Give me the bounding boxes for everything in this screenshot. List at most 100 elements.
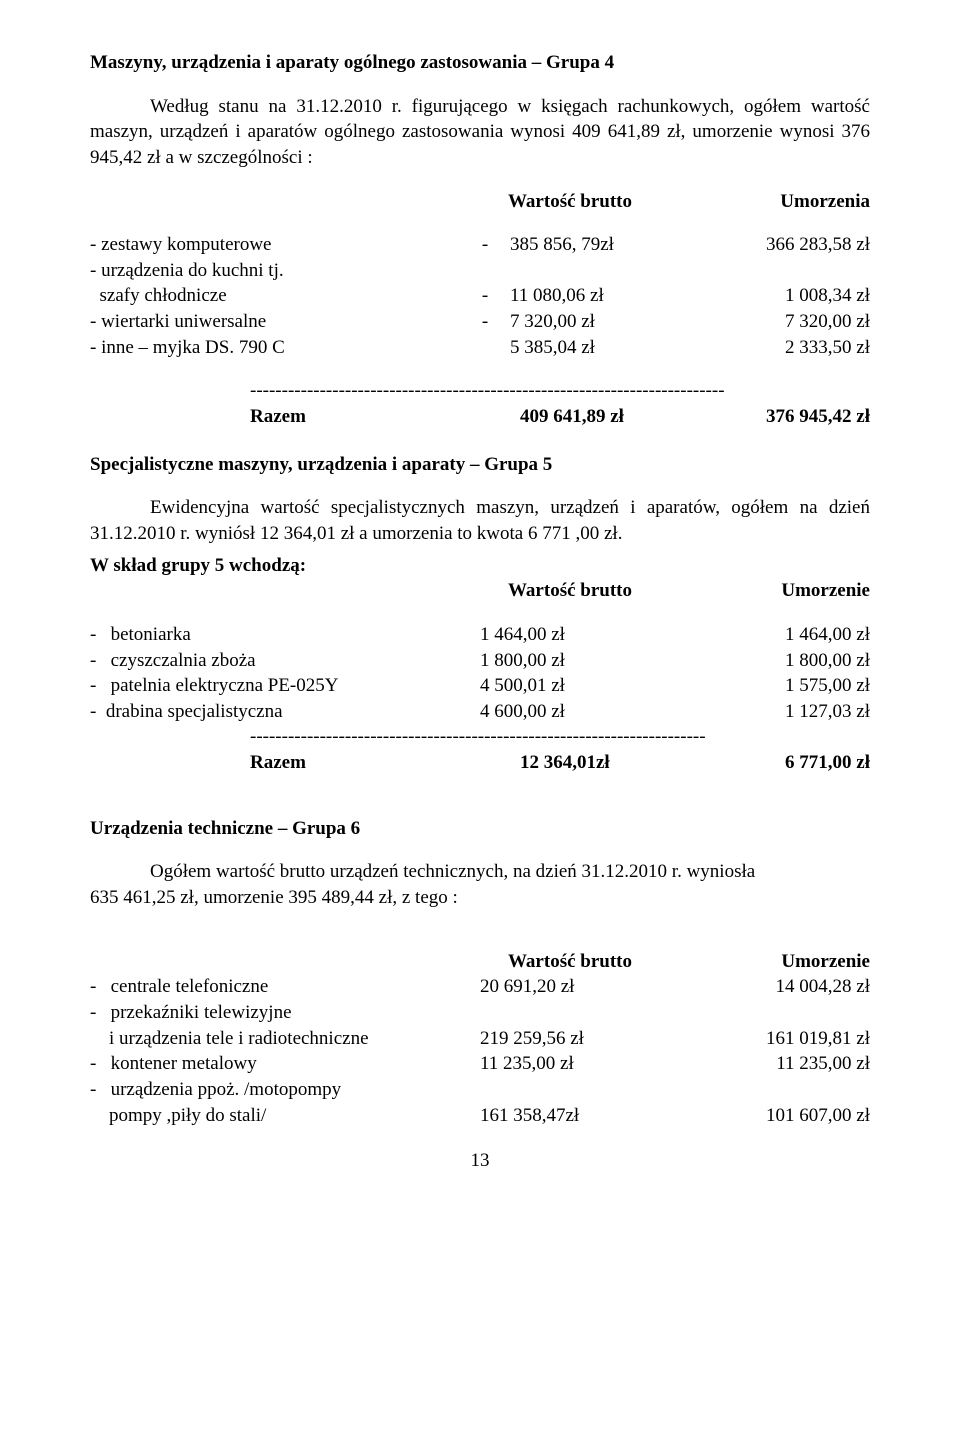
- row-value: 385 856, 79zł: [500, 232, 670, 258]
- spacer: [90, 189, 470, 215]
- row-dash: [470, 258, 500, 284]
- row-label: szafy chłodnicze: [90, 283, 470, 309]
- row-label: - urządzenia do kuchni tj.: [90, 258, 470, 284]
- page-number: 13: [90, 1148, 870, 1174]
- table-row: szafy chłodnicze - 11 080,06 zł 1 008,34…: [90, 283, 870, 309]
- row-value: 11 235,00 zł: [470, 1051, 670, 1077]
- row-value: 4 600,00 zł: [470, 699, 670, 725]
- spacer: [90, 949, 470, 975]
- row-dash: -: [470, 309, 500, 335]
- row-label: pompy ,piły do stali/: [90, 1103, 470, 1129]
- table-row: - centrale telefoniczne 20 691,20 zł 14 …: [90, 974, 870, 1000]
- table-row: i urządzenia tele i radiotechniczne 219 …: [90, 1026, 870, 1052]
- row-label: - centrale telefoniczne: [90, 974, 470, 1000]
- document-page: Maszyny, urządzenia i aparaty ogólnego z…: [0, 0, 960, 1214]
- row-amort: 1 008,34 zł: [670, 283, 870, 309]
- group6-rows: - centrale telefoniczne 20 691,20 zł 14 …: [90, 974, 870, 1128]
- row-label: - patelnia elektryczna PE-025Y: [90, 673, 470, 699]
- table-row: - betoniarka 1 464,00 zł 1 464,00 zł: [90, 622, 870, 648]
- separator: ----------------------------------------…: [90, 724, 870, 750]
- group4-header-row: Wartość brutto Umorzenia: [90, 189, 870, 215]
- row-amort: 161 019,81 zł: [670, 1026, 870, 1052]
- header-amort: Umorzenia: [670, 189, 870, 215]
- group5-rows: - betoniarka 1 464,00 zł 1 464,00 zł - c…: [90, 622, 870, 725]
- row-value: 11 080,06 zł: [500, 283, 670, 309]
- group4-total: Razem 409 641,89 zł 376 945,42 zł: [90, 404, 870, 430]
- row-amort: 1 127,03 zł: [670, 699, 870, 725]
- group6-desc1: Ogółem wartość brutto urządzeń techniczn…: [90, 859, 870, 885]
- group5-subhead: W skład grupy 5 wchodzą:: [90, 553, 870, 579]
- row-amort: [670, 1000, 870, 1026]
- total-amort: 376 945,42 zł: [670, 404, 870, 430]
- row-value: 7 320,00 zł: [500, 309, 670, 335]
- row-amort: 1 800,00 zł: [670, 648, 870, 674]
- row-label: - zestawy komputerowe: [90, 232, 470, 258]
- row-value: 20 691,20 zł: [470, 974, 670, 1000]
- row-label: - przekaźniki telewizyjne: [90, 1000, 470, 1026]
- row-value: [500, 258, 670, 284]
- group5-desc: Ewidencyjna wartość specjalistycznych ma…: [90, 495, 870, 546]
- table-row: - drabina specjalistyczna 4 600,00 zł 1 …: [90, 699, 870, 725]
- row-amort: 1 575,00 zł: [670, 673, 870, 699]
- group4-asof: Według stanu na 31.12.2010 r. figurujące…: [90, 94, 870, 171]
- row-label: - urządzenia ppoż. /motopompy: [90, 1077, 470, 1103]
- text: Według stanu na 31.12.2010 r.: [150, 96, 402, 117]
- total-label: Razem: [90, 750, 510, 776]
- table-row: - zestawy komputerowe - 385 856, 79zł 36…: [90, 232, 870, 258]
- row-value: 161 358,47zł: [470, 1103, 670, 1129]
- row-dash: [470, 335, 500, 361]
- row-amort: 14 004,28 zł: [670, 974, 870, 1000]
- group5-header-row: Wartość brutto Umorzenie: [90, 578, 870, 604]
- table-row: - urządzenia do kuchni tj.: [90, 258, 870, 284]
- table-row: - czyszczalnia zboża 1 800,00 zł 1 800,0…: [90, 648, 870, 674]
- group6-header-row: Wartość brutto Umorzenie: [90, 949, 870, 975]
- row-value: 1 464,00 zł: [470, 622, 670, 648]
- row-label: - czyszczalnia zboża: [90, 648, 470, 674]
- table-row: - patelnia elektryczna PE-025Y 4 500,01 …: [90, 673, 870, 699]
- row-amort: [670, 258, 870, 284]
- row-value: 4 500,01 zł: [470, 673, 670, 699]
- row-amort: [670, 1077, 870, 1103]
- table-row: - wiertarki uniwersalne - 7 320,00 zł 7 …: [90, 309, 870, 335]
- header-value: Wartość brutto: [470, 189, 670, 215]
- group4-heading: Maszyny, urządzenia i aparaty ogólnego z…: [90, 50, 870, 76]
- header-value: Wartość brutto: [470, 949, 670, 975]
- row-value: 219 259,56 zł: [470, 1026, 670, 1052]
- row-amort: 11 235,00 zł: [670, 1051, 870, 1077]
- table-row: - urządzenia ppoż. /motopompy: [90, 1077, 870, 1103]
- row-label: - kontener metalowy: [90, 1051, 470, 1077]
- row-label: - wiertarki uniwersalne: [90, 309, 470, 335]
- header-amort: Umorzenie: [670, 949, 870, 975]
- table-row: pompy ,piły do stali/ 161 358,47zł 101 6…: [90, 1103, 870, 1129]
- row-label: - drabina specjalistyczna: [90, 699, 470, 725]
- table-row: - kontener metalowy 11 235,00 zł 11 235,…: [90, 1051, 870, 1077]
- header-amort: Umorzenie: [670, 578, 870, 604]
- spacer: [90, 578, 470, 604]
- row-dash: -: [470, 232, 500, 258]
- total-value: 409 641,89 zł: [510, 404, 670, 430]
- row-label: - betoniarka: [90, 622, 470, 648]
- row-amort: 7 320,00 zł: [670, 309, 870, 335]
- total-label: Razem: [90, 404, 510, 430]
- row-value: [470, 1077, 670, 1103]
- row-value: 5 385,04 zł: [500, 335, 670, 361]
- table-row: - przekaźniki telewizyjne: [90, 1000, 870, 1026]
- group6-heading: Urządzenia techniczne – Grupa 6: [90, 816, 870, 842]
- row-amort: 2 333,50 zł: [670, 335, 870, 361]
- total-amort: 6 771,00 zł: [670, 750, 870, 776]
- group6-desc2: 635 461,25 zł, umorzenie 395 489,44 zł, …: [90, 885, 870, 911]
- row-label: - inne – myjka DS. 790 C: [90, 335, 470, 361]
- row-amort: 101 607,00 zł: [670, 1103, 870, 1129]
- total-value: 12 364,01zł: [510, 750, 670, 776]
- row-amort: 1 464,00 zł: [670, 622, 870, 648]
- row-dash: -: [470, 283, 500, 309]
- group4-rows: - zestawy komputerowe - 385 856, 79zł 36…: [90, 232, 870, 360]
- table-row: - inne – myjka DS. 790 C 5 385,04 zł 2 3…: [90, 335, 870, 361]
- row-amort: 366 283,58 zł: [670, 232, 870, 258]
- row-label: i urządzenia tele i radiotechniczne: [90, 1026, 470, 1052]
- group5-total: Razem 12 364,01zł 6 771,00 zł: [90, 750, 870, 776]
- row-value: 1 800,00 zł: [470, 648, 670, 674]
- separator: ----------------------------------------…: [90, 378, 870, 404]
- group5-heading: Specjalistyczne maszyny, urządzenia i ap…: [90, 452, 870, 478]
- header-value: Wartość brutto: [470, 578, 670, 604]
